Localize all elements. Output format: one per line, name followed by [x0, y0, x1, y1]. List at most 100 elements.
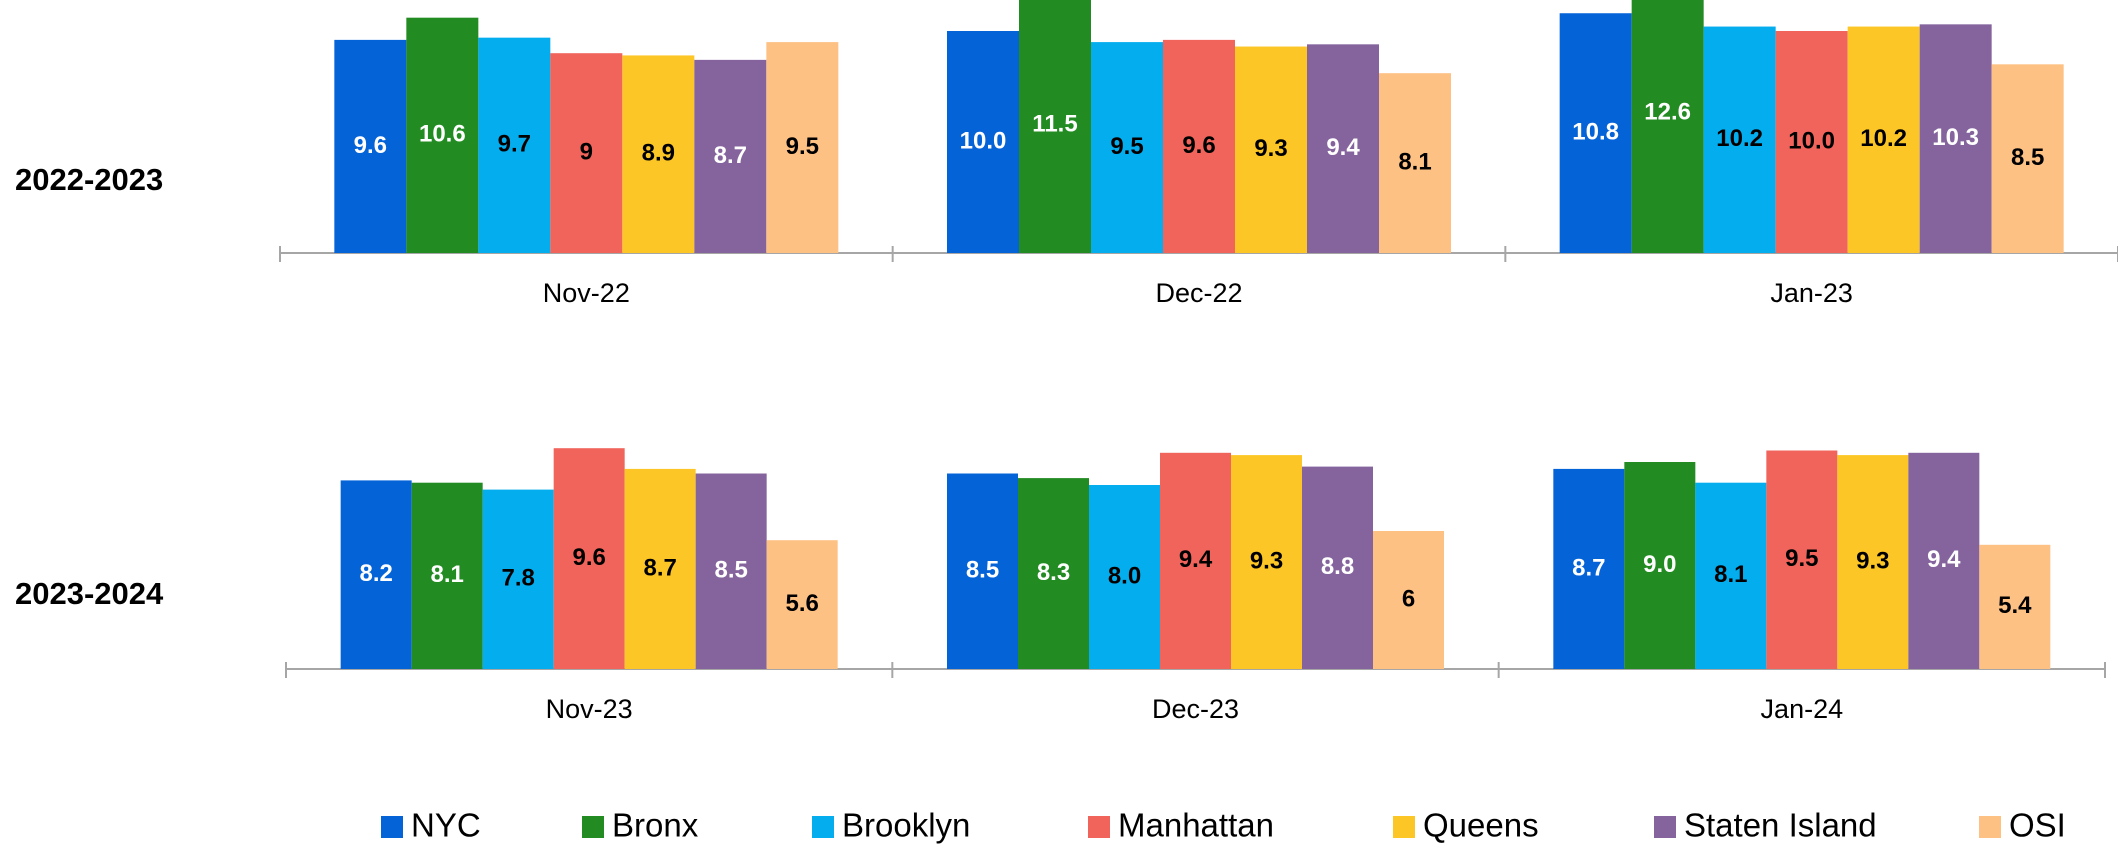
- bar: [482, 489, 554, 669]
- bar: [1766, 450, 1838, 669]
- value-label: 9.6: [572, 544, 605, 571]
- bar: [1775, 31, 1848, 253]
- value-label: 10.2: [1716, 125, 1763, 152]
- value-label: 8.5: [2011, 144, 2044, 171]
- legend-swatch: [1654, 816, 1676, 838]
- bar: [947, 473, 1018, 669]
- bar: [411, 482, 483, 669]
- bar: [1559, 13, 1632, 253]
- x-tick-label: Dec-23: [1152, 694, 1239, 724]
- bar: [478, 37, 551, 253]
- legend-swatch: [381, 816, 403, 838]
- legend-label: Bronx: [612, 807, 699, 844]
- bar: [1979, 544, 2051, 669]
- x-tick-label: Jan-23: [1770, 278, 1853, 308]
- value-label: 9.3: [1856, 547, 1889, 574]
- value-label: 5.6: [785, 590, 818, 617]
- bar: [1160, 452, 1231, 669]
- value-label: 12.6: [1644, 98, 1691, 125]
- legend-swatch: [582, 816, 604, 838]
- bar: [1991, 64, 2064, 253]
- bar: [947, 31, 1019, 253]
- value-label: 10.3: [1932, 124, 1979, 151]
- x-tick-label: Dec-22: [1155, 278, 1242, 308]
- bar: [624, 468, 696, 669]
- value-label: 9.5: [1110, 133, 1143, 160]
- value-label: 8.7: [714, 142, 747, 169]
- value-label: 9.3: [1254, 135, 1287, 162]
- bar: [1019, 0, 1091, 254]
- value-label: 7.8: [501, 565, 534, 592]
- value-label: 9.4: [1927, 546, 1961, 573]
- bar: [553, 448, 625, 669]
- bar: [1302, 466, 1373, 669]
- bar: [1847, 26, 1920, 254]
- bar: [766, 42, 839, 253]
- bar: [1018, 478, 1089, 669]
- bar: [1231, 455, 1302, 669]
- value-label: 8.8: [1321, 553, 1354, 580]
- value-label: 8.3: [1037, 559, 1070, 586]
- bar: [334, 39, 407, 253]
- bar: [1089, 485, 1160, 669]
- value-label: 8.5: [714, 557, 747, 584]
- value-label: 9.4: [1179, 546, 1213, 573]
- value-label: 8.9: [642, 140, 675, 167]
- bar: [1837, 455, 1909, 669]
- bar: [766, 540, 838, 669]
- bar: [1373, 531, 1444, 669]
- legend-swatch: [1088, 816, 1110, 838]
- legend-swatch: [812, 816, 834, 838]
- bar: [1624, 462, 1696, 669]
- bar: [1307, 44, 1379, 253]
- bar: [1695, 482, 1767, 669]
- value-label: 10.0: [1788, 127, 1835, 154]
- bar: [1235, 46, 1307, 253]
- value-label: 10.0: [960, 127, 1007, 154]
- value-label: 8.5: [966, 557, 999, 584]
- bar: [406, 17, 479, 254]
- x-tick-label: Jan-24: [1761, 694, 1844, 724]
- value-label: 8.0: [1108, 562, 1141, 589]
- value-label: 8.1: [1398, 148, 1431, 175]
- value-label: 10.2: [1860, 125, 1907, 152]
- value-label: 9.5: [1785, 545, 1818, 572]
- value-label: 8.7: [643, 554, 676, 581]
- x-tick-label: Nov-22: [543, 278, 630, 308]
- bar: [622, 55, 695, 253]
- legend-label: Staten Island: [1684, 807, 1877, 844]
- bar: [340, 480, 412, 669]
- value-label: 9.6: [1182, 132, 1215, 159]
- value-label: 10.6: [419, 121, 466, 148]
- value-label: 6: [1402, 585, 1415, 612]
- bar: [1553, 468, 1625, 669]
- legend-label: NYC: [411, 807, 481, 844]
- bar: [1091, 42, 1163, 253]
- bar: [1908, 452, 1980, 669]
- bar: [1703, 26, 1776, 254]
- bar: [695, 473, 767, 669]
- value-label: 8.2: [359, 560, 392, 587]
- chart-title: 2022-2023: [15, 162, 163, 197]
- value-label: 9.7: [498, 131, 531, 158]
- value-label: 9.5: [786, 133, 819, 160]
- value-label: 8.7: [1572, 554, 1605, 581]
- value-label: 8.1: [1714, 561, 1747, 588]
- value-label: 8.1: [430, 561, 463, 588]
- value-label: 5.4: [1998, 592, 2032, 619]
- bar: [1919, 24, 1992, 254]
- legend-label: Brooklyn: [842, 807, 970, 844]
- bar: [1631, 0, 1704, 254]
- bar: [550, 53, 623, 254]
- bar: [694, 59, 767, 253]
- value-label: 9.4: [1326, 134, 1360, 161]
- bar: [1379, 73, 1451, 254]
- value-label: 9.6: [354, 132, 387, 159]
- value-label: 11.5: [1032, 111, 1077, 138]
- bar: [1163, 39, 1235, 253]
- legend-swatch: [1979, 816, 2001, 838]
- value-label: 9.3: [1250, 547, 1283, 574]
- value-label: 9: [580, 138, 593, 165]
- value-label: 10.8: [1572, 118, 1619, 145]
